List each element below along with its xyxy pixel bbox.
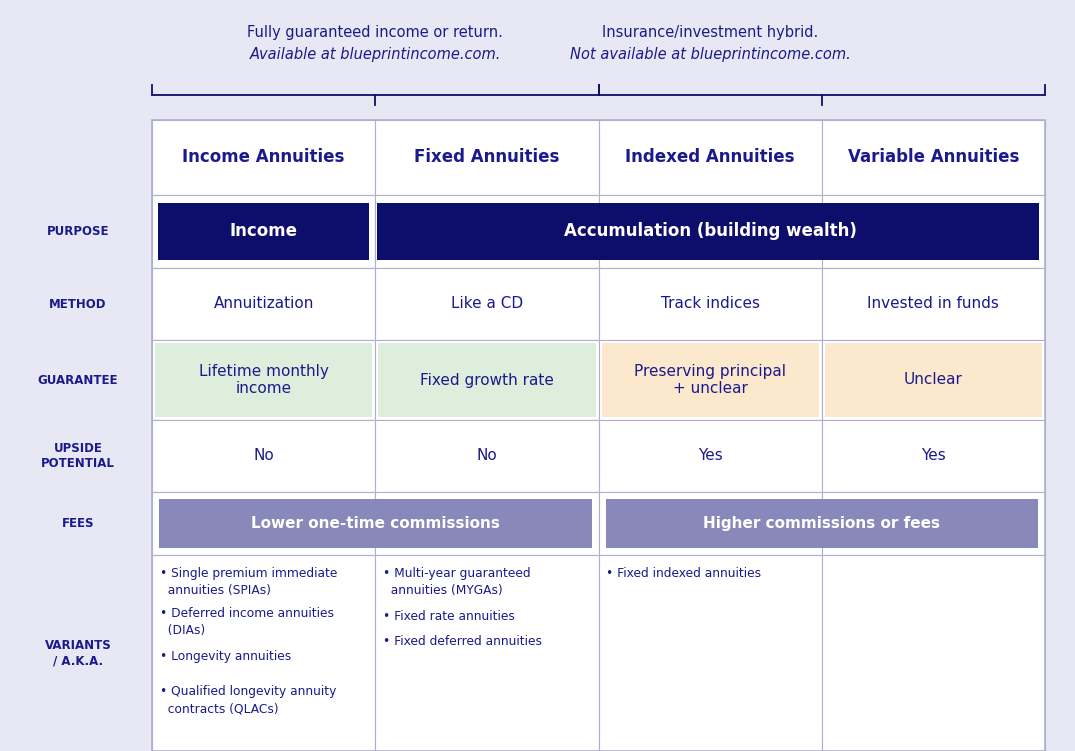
Text: • Multi-year guaranteed
  annuities (MYGAs): • Multi-year guaranteed annuities (MYGAs… — [384, 567, 531, 597]
Bar — [152, 120, 375, 195]
Bar — [375, 420, 599, 492]
Bar — [602, 343, 819, 417]
Text: Like a CD: Like a CD — [450, 297, 522, 312]
Bar — [152, 120, 1045, 751]
Bar — [152, 340, 375, 420]
Text: VARIANTS
/ A.K.A.: VARIANTS / A.K.A. — [45, 639, 112, 667]
Bar — [821, 340, 1045, 420]
Text: FEES: FEES — [61, 517, 95, 530]
Bar — [605, 499, 1038, 548]
Bar — [821, 120, 1045, 195]
Bar — [375, 195, 599, 268]
Bar — [599, 120, 821, 195]
Text: • Fixed rate annuities: • Fixed rate annuities — [384, 610, 515, 623]
Bar — [375, 340, 599, 420]
Text: METHOD: METHOD — [49, 297, 106, 310]
Bar — [821, 268, 1045, 340]
Text: Track indices: Track indices — [661, 297, 760, 312]
Bar — [375, 555, 599, 751]
Bar — [599, 492, 821, 555]
Bar — [375, 120, 599, 195]
Bar — [159, 499, 591, 548]
Text: GUARANTEE: GUARANTEE — [38, 373, 118, 387]
Text: • Fixed deferred annuities: • Fixed deferred annuities — [384, 635, 542, 648]
Text: • Single premium immediate
  annuities (SPIAs): • Single premium immediate annuities (SP… — [160, 567, 338, 597]
Bar — [152, 492, 375, 555]
Text: Unclear: Unclear — [904, 372, 963, 388]
Text: No: No — [254, 448, 274, 463]
Text: Preserving principal
+ unclear: Preserving principal + unclear — [634, 363, 786, 397]
Bar — [155, 343, 372, 417]
Bar — [152, 420, 375, 492]
Text: Yes: Yes — [921, 448, 946, 463]
Bar — [377, 203, 1040, 260]
Text: Invested in funds: Invested in funds — [868, 297, 1000, 312]
Bar — [599, 268, 821, 340]
Bar — [375, 492, 599, 555]
Bar — [821, 555, 1045, 751]
Bar — [152, 195, 375, 268]
Text: No: No — [476, 448, 498, 463]
Text: Fully guaranteed income or return.: Fully guaranteed income or return. — [247, 25, 503, 40]
Text: Fixed growth rate: Fixed growth rate — [420, 372, 554, 388]
Text: Income Annuities: Income Annuities — [183, 149, 345, 167]
Text: Fixed Annuities: Fixed Annuities — [414, 149, 560, 167]
Text: Accumulation (building wealth): Accumulation (building wealth) — [563, 222, 857, 240]
Text: • Qualified longevity annuity
  contracts (QLACs): • Qualified longevity annuity contracts … — [160, 685, 336, 715]
Bar — [152, 555, 375, 751]
Bar — [375, 268, 599, 340]
Bar — [825, 343, 1042, 417]
Bar — [599, 340, 821, 420]
Text: Higher commissions or fees: Higher commissions or fees — [703, 516, 941, 531]
Text: Available at blueprintincome.com.: Available at blueprintincome.com. — [249, 47, 501, 62]
Text: Income: Income — [230, 222, 298, 240]
Text: PURPOSE: PURPOSE — [46, 225, 110, 238]
Bar — [821, 420, 1045, 492]
Bar — [152, 268, 375, 340]
Bar — [599, 420, 821, 492]
Text: Annuitization: Annuitization — [214, 297, 314, 312]
Bar — [599, 195, 821, 268]
Text: Variable Annuities: Variable Annuities — [848, 149, 1019, 167]
Text: Insurance/investment hybrid.: Insurance/investment hybrid. — [602, 25, 818, 40]
Text: Lifetime monthly
income: Lifetime monthly income — [199, 363, 329, 397]
Bar — [158, 203, 369, 260]
Bar — [821, 195, 1045, 268]
Bar — [821, 492, 1045, 555]
Bar — [599, 555, 821, 751]
Text: Not available at blueprintincome.com.: Not available at blueprintincome.com. — [570, 47, 850, 62]
Text: Yes: Yes — [698, 448, 722, 463]
Bar — [378, 343, 596, 417]
Text: • Longevity annuities: • Longevity annuities — [160, 650, 291, 663]
Text: • Fixed indexed annuities: • Fixed indexed annuities — [606, 567, 761, 580]
Text: Indexed Annuities: Indexed Annuities — [626, 149, 794, 167]
Text: • Deferred income annuities
  (DIAs): • Deferred income annuities (DIAs) — [160, 607, 334, 637]
Text: Lower one-time commissions: Lower one-time commissions — [250, 516, 500, 531]
Text: UPSIDE
POTENTIAL: UPSIDE POTENTIAL — [41, 442, 115, 470]
